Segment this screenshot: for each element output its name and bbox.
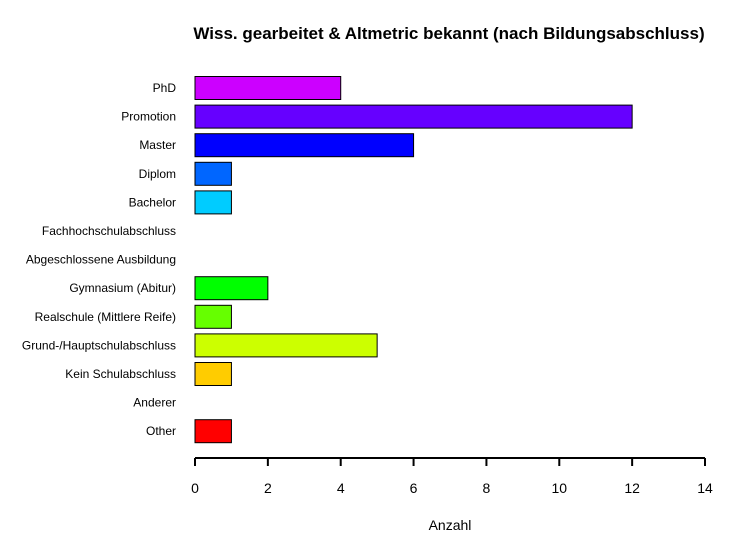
x-tick-label: 0 bbox=[191, 480, 199, 496]
bar bbox=[194, 304, 232, 329]
bars-layer bbox=[194, 76, 633, 444]
category-label: Master bbox=[139, 138, 176, 152]
bar bbox=[194, 333, 378, 358]
x-tick-label: 8 bbox=[483, 480, 491, 496]
bar bbox=[194, 276, 269, 301]
bar bbox=[194, 362, 232, 386]
x-tick-label: 2 bbox=[264, 480, 272, 496]
bar bbox=[194, 104, 633, 129]
category-label: PhD bbox=[153, 81, 177, 95]
x-axis-title: Anzahl bbox=[429, 517, 472, 533]
category-label: Bachelor bbox=[129, 195, 176, 209]
category-label: Anderer bbox=[133, 396, 176, 410]
bar bbox=[194, 190, 232, 215]
category-label: Promotion bbox=[121, 110, 176, 124]
category-label: Realschule (Mittlere Reife) bbox=[35, 310, 176, 324]
chart-title: Wiss. gearbeitet & Altmetric bekannt (na… bbox=[193, 24, 704, 43]
category-label: Abgeschlossene Ausbildung bbox=[26, 253, 176, 267]
bar bbox=[194, 419, 232, 444]
category-label: Gymnasium (Abitur) bbox=[69, 281, 176, 295]
category-label: Diplom bbox=[139, 167, 176, 181]
category-label: Grund-/Hauptschulabschluss bbox=[22, 338, 176, 352]
category-labels: PhD Promotion Master Diplom Bachelor Fachhoch… bbox=[22, 81, 176, 438]
x-tick-label: 6 bbox=[410, 480, 418, 496]
x-tick-label: 10 bbox=[551, 480, 567, 496]
x-tick-label: 12 bbox=[624, 480, 640, 496]
bar bbox=[194, 133, 415, 158]
x-tick-label: 14 bbox=[697, 480, 713, 496]
category-label: Kein Schulabschluss bbox=[65, 367, 176, 381]
category-label: Other bbox=[146, 424, 176, 438]
x-axis: 0 2 4 6 8 10 12 14 bbox=[191, 457, 713, 496]
x-tick-label: 4 bbox=[337, 480, 345, 496]
category-label: Fachhochschulabschluss bbox=[42, 224, 176, 238]
bar bbox=[194, 76, 342, 100]
bar bbox=[194, 161, 232, 186]
